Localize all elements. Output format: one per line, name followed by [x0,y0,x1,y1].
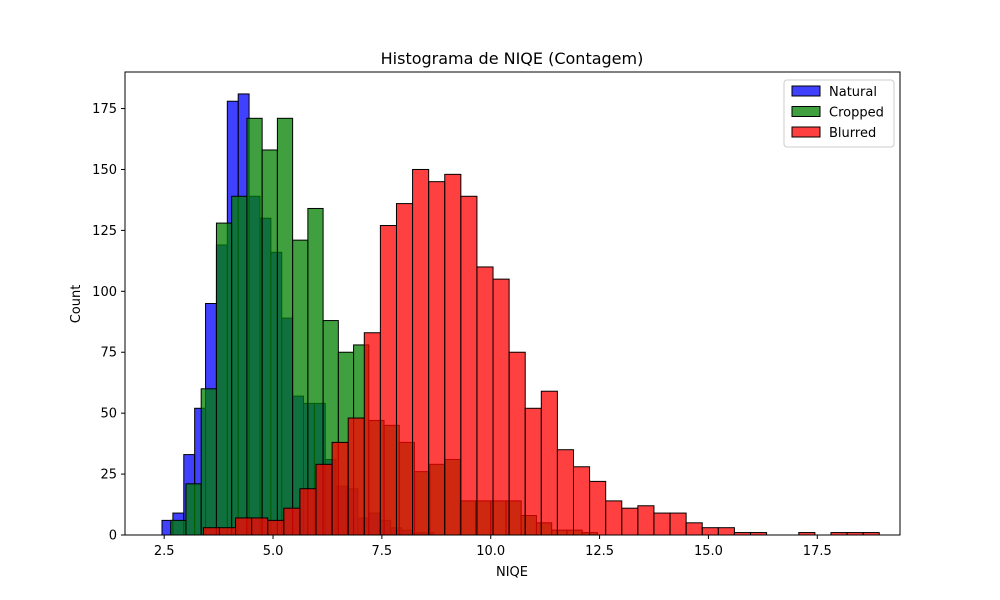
bar-blurred [540,390,558,536]
bar-blurred [299,488,317,536]
bar-blurred [653,512,671,536]
plot-frame [124,71,901,536]
x-tick-label: 7.5 [372,544,393,559]
x-tick-label: 15.0 [694,544,723,559]
bar-blurred [508,351,526,536]
bar-blurred [637,505,655,536]
bar-blurred [363,332,381,536]
legend-swatch-natural [791,85,821,97]
x-axis: 2.5 5.0 7.5 10.0 12.5 15.0 17.5 [154,535,832,559]
bar-blurred [460,195,478,536]
bar-blurred [347,417,365,536]
legend-swatch-blurred [791,126,821,138]
y-tick-label: 25 [100,468,117,483]
bar-blurred [444,173,462,536]
bar-cropped [246,117,263,536]
bar-blurred [717,527,735,536]
bar-blurred [235,517,253,536]
y-tick-label: 50 [100,407,117,422]
bar-blurred [251,517,269,536]
x-tick-label: 12.5 [585,544,614,559]
y-tick-label: 150 [92,163,117,178]
y-tick-label: 0 [109,529,117,544]
bar-blurred [621,507,639,536]
chart-title: Histograma de NIQE (Contagem) [381,49,644,68]
bar-cropped [170,519,187,536]
x-tick-label: 5.0 [263,544,284,559]
bar-blurred [379,225,397,536]
x-tick-label: 17.5 [803,544,832,559]
bar-blurred [669,512,687,536]
bar-blurred [524,407,542,536]
legend-swatch-cropped [791,106,821,117]
y-tick-label: 125 [92,224,117,239]
legend-label-blurred: Blurred [829,126,876,141]
bar-blurred [315,463,333,536]
bar-blurred [283,507,301,536]
y-tick-label: 175 [92,102,117,117]
bar-blurred [685,522,703,536]
legend-label-natural: Natural [829,85,877,100]
bar-cropped [215,222,233,536]
bar-blurred [556,449,574,536]
bar-blurred [589,480,607,536]
x-tick-label: 2.5 [154,544,175,559]
bar-cropped [200,388,217,536]
bar-blurred [492,278,510,536]
bar-cropped [261,149,278,536]
bar-blurred [331,441,349,536]
legend-label-cropped: Cropped [829,106,884,121]
y-tick-label: 100 [92,285,117,300]
bar-cropped [185,483,202,536]
series-blurred [202,168,880,536]
bar-blurred [267,519,285,536]
bar-blurred [395,203,414,536]
bar-blurred [605,500,623,536]
bar-blurred [572,466,591,536]
bar-cropped [231,195,248,536]
x-tick-label: 10.0 [476,544,505,559]
bars-layer [161,93,880,536]
bar-blurred [701,527,719,536]
y-axis: 0 25 50 75 100 125 150 175 [92,102,125,544]
bar-cropped [276,117,294,536]
bar-blurred [218,527,237,536]
bar-blurred [476,266,494,536]
y-tick-label: 75 [100,346,117,361]
y-axis-label: Count [69,285,84,324]
bar-blurred [428,181,446,536]
bar-blurred [412,168,430,536]
legend: Natural Cropped Blurred [783,79,895,148]
x-axis-label: NIQE [496,565,528,580]
bar-blurred [202,527,220,536]
